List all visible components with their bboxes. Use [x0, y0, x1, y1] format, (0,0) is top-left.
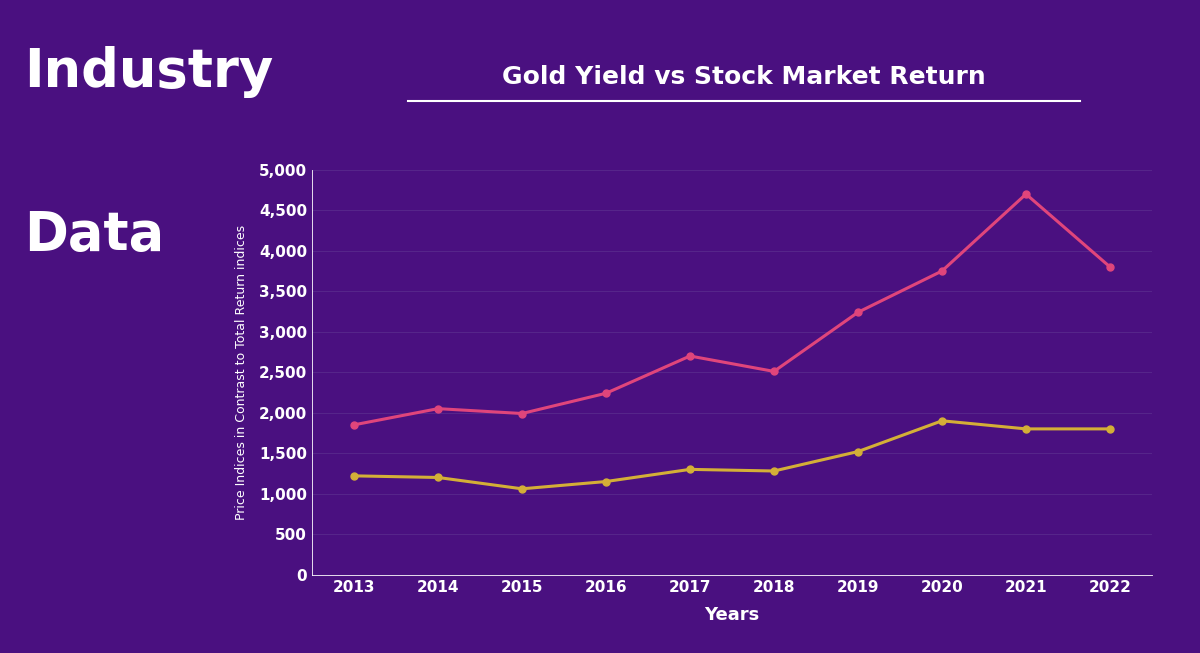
Text: Gold Yield vs Stock Market Return: Gold Yield vs Stock Market Return: [502, 65, 986, 89]
Text: Data: Data: [24, 209, 164, 261]
Legend: Gold, S&P 500: Gold, S&P 500: [317, 646, 554, 653]
X-axis label: Years: Years: [704, 605, 760, 624]
Y-axis label: Price Indices in Contrast to Total Return indices: Price Indices in Contrast to Total Retur…: [235, 225, 247, 520]
Text: Industry: Industry: [24, 46, 274, 98]
